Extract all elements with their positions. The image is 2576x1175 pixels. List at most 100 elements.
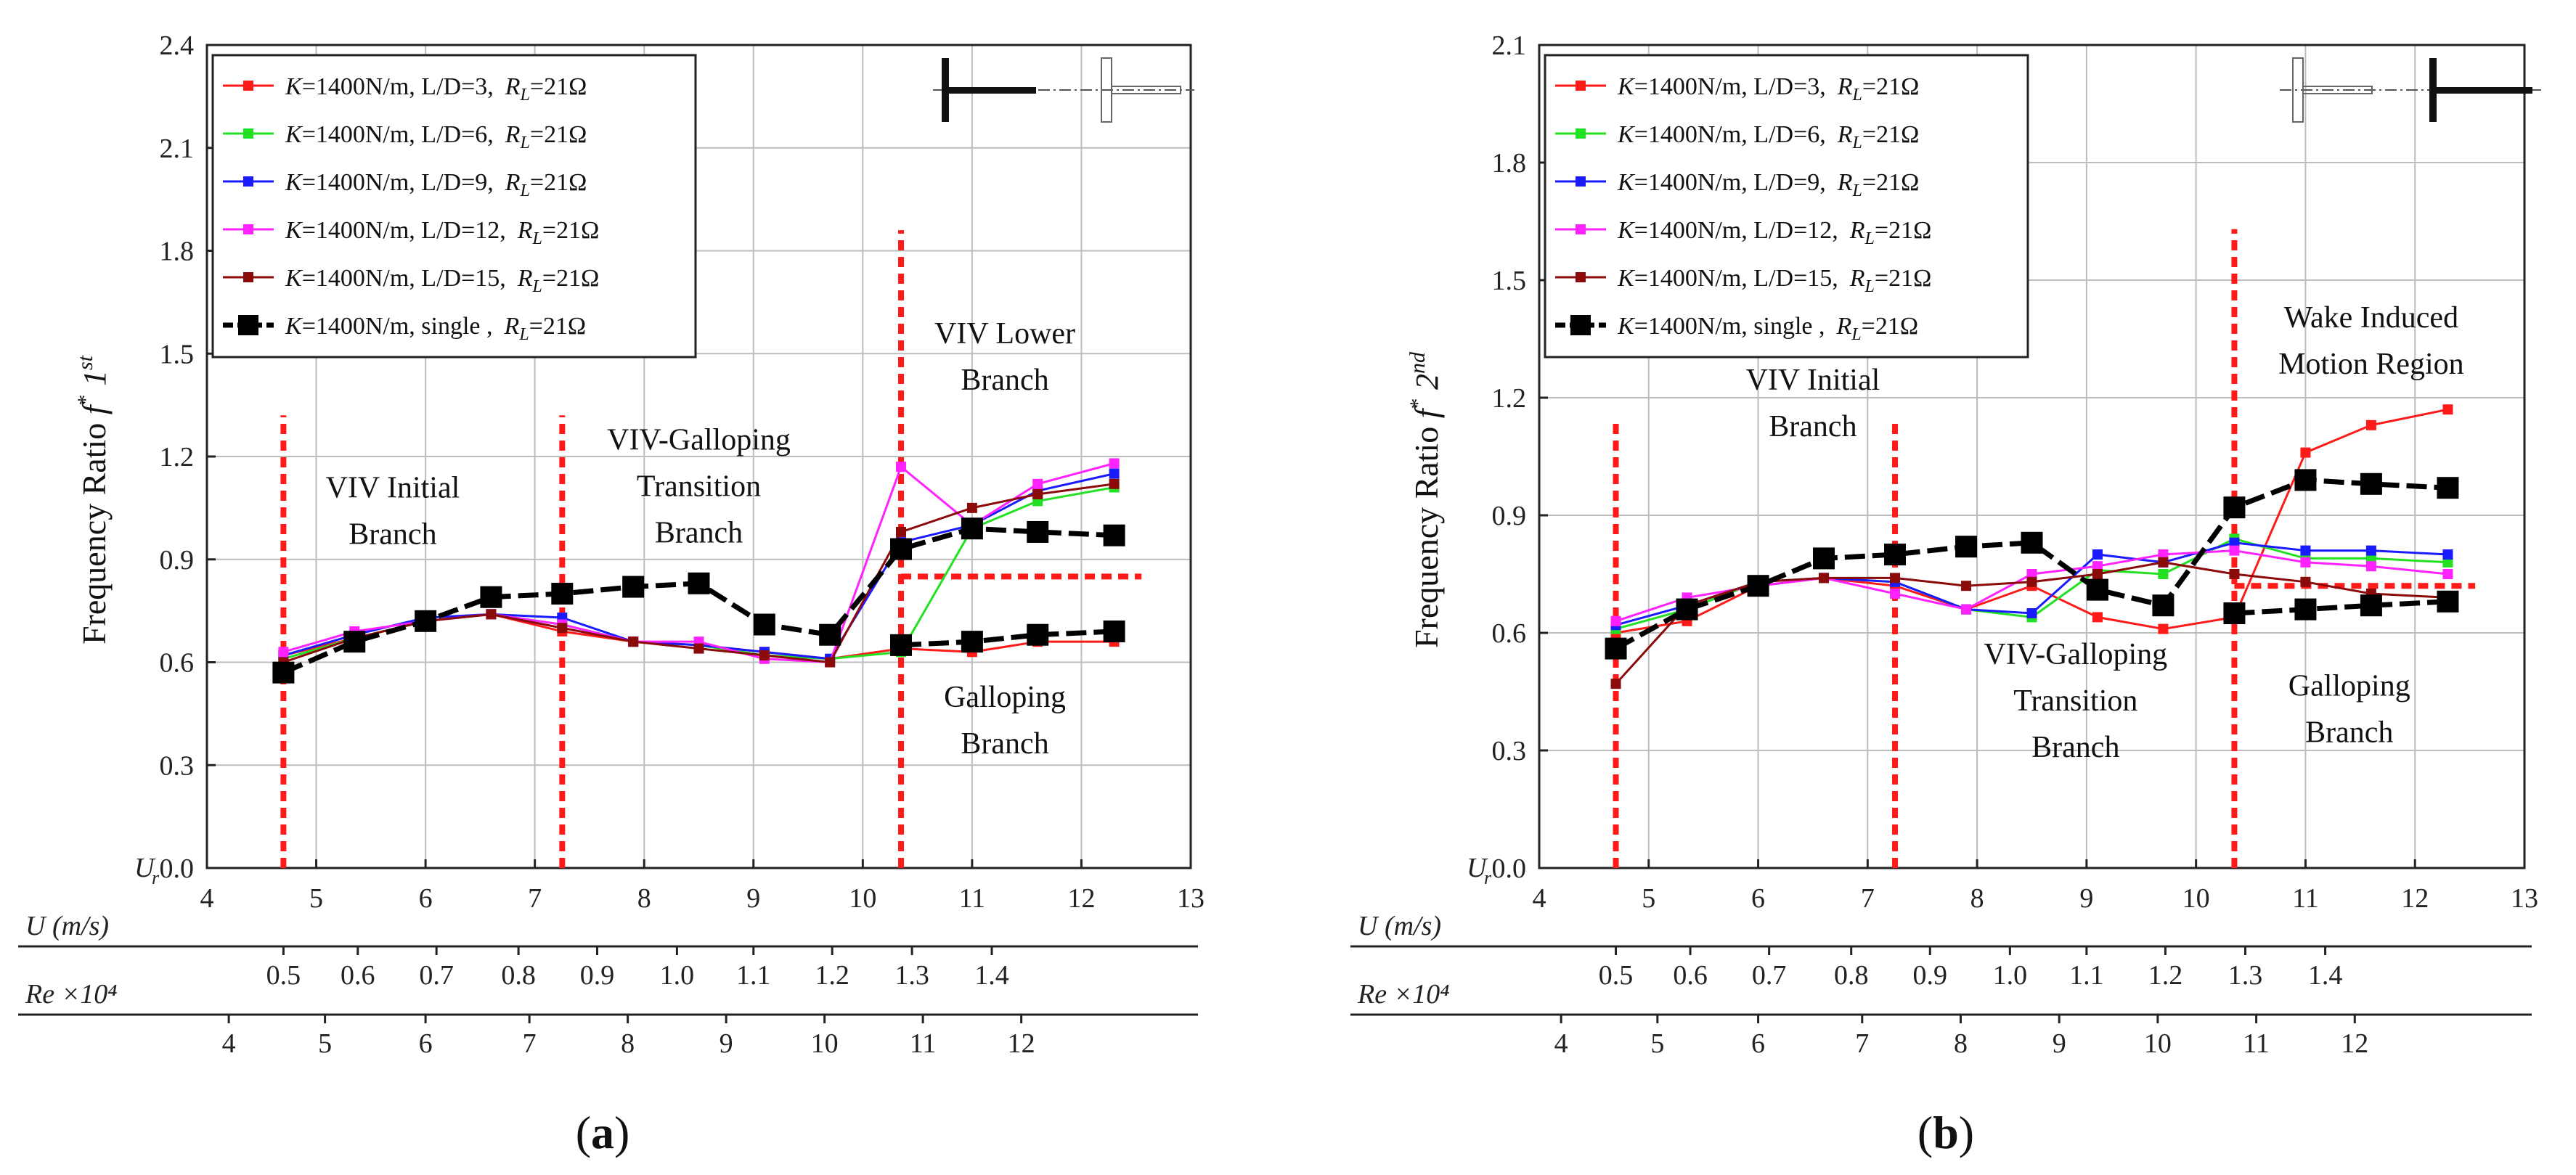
data-point [1955,536,1978,558]
ur-tick-label: 9 [746,883,760,914]
legend-rl-sub: L [1852,181,1862,200]
legend-rl-sub: L [1852,134,1862,152]
legend-params: =1400N/m, L/D=9, [302,169,494,196]
y-axis-title: Frequency Ratio f* 2nd [1406,351,1445,648]
legend-k: K [285,169,303,196]
legend-rl: R [1849,265,1865,292]
legend-rl: R [1837,169,1853,196]
legend-k: K [1617,121,1636,148]
legend-rl: R [517,265,533,292]
legend-swatch-marker [1576,176,1586,187]
data-point [1961,604,1972,615]
data-point [2092,561,2103,572]
data-point [1103,620,1125,642]
legend-rl-value: =21Ω [542,265,599,292]
series-line [1615,408,2448,634]
legend-rl-sub: L [532,229,542,248]
data-point [1103,524,1125,546]
legend-k: K [285,265,303,292]
data-point [961,517,983,540]
data-point [1610,615,1621,626]
data-point [278,647,289,658]
u-tick-label: 0.9 [580,960,615,991]
legend-label: K=1400N/m, L/D=12, RL=21Ω [1617,217,1931,248]
legend-swatch-marker [238,315,258,335]
data-point [2365,553,2376,564]
y-tick-label: 1.2 [160,442,195,472]
y-tick-label: 1.5 [160,339,195,369]
data-point [551,583,574,605]
u-tick-label: 1.1 [736,960,771,991]
data-point [1961,581,1972,591]
data-point [2365,561,2376,572]
u-axis-label: U (m/s) [25,911,109,941]
legend-k: K [285,121,303,148]
configuration-inset-icon [933,57,1194,123]
inset-cylinder-stem [1111,86,1181,94]
legend-swatch-marker [243,81,253,91]
u-tick-label: 1.2 [2148,960,2183,991]
legend-params: =1400N/m, single , [302,313,493,340]
legend-k: K [1617,73,1636,100]
y-tick-label: 2.1 [1492,30,1527,61]
re-tick-label: 8 [621,1028,635,1059]
legend-k: K [285,217,303,244]
data-point [1032,478,1043,489]
figure-caption: (a) [576,1107,630,1158]
region-annotation: VIV Initial [326,472,460,505]
data-point [890,634,913,656]
region-annotation: Branch [349,518,436,552]
legend-params: =1400N/m, L/D=15, [1634,265,1838,292]
legend-params: =1400N/m, L/D=3, [302,73,494,100]
legend-rl-sub: L [1852,86,1862,105]
legend-rl-sub: L [520,134,530,152]
data-point [2086,578,2108,601]
u-tick-label: 0.5 [1599,960,1634,991]
data-point [1109,458,1120,469]
legend-params: =1400N/m, L/D=6, [302,121,494,148]
re-tick-label: 9 [720,1028,733,1059]
u-tick-label: 0.9 [1913,960,1948,991]
re-tick-label: 7 [1855,1028,1869,1059]
ur-axis-label-sub: r [1484,867,1492,888]
legend-params: =1400N/m, L/D=12, [302,217,506,244]
configuration-inset-icon [2280,57,2541,123]
data-point [2158,549,2169,560]
region-annotation: Branch [1769,410,1856,443]
legend-rl: R [505,169,521,196]
data-point [1109,478,1120,489]
region-annotation: Transition [2013,684,2137,718]
legend-rl-sub: L [1851,325,1861,344]
data-point [1027,520,1049,543]
data-point [1676,598,1698,621]
legend-swatch-marker [1570,315,1591,335]
u-tick-label: 1.1 [2069,960,2104,991]
legend-rl-value: =21Ω [1862,121,1919,148]
ur-axis-label-sub: r [152,867,160,888]
legend-swatch-marker [1576,81,1586,91]
legend-label: K=1400N/m, L/D=6, RL=21Ω [285,121,587,152]
legend-swatch-marker [1576,272,1586,282]
legend-swatch-marker [243,176,253,187]
re-tick-label: 10 [2144,1028,2172,1059]
caption-letter: b [1933,1107,1959,1158]
y-axis-title-text: Frequency Ratio [76,414,113,644]
data-point [759,650,770,661]
legend-k: K [285,73,303,100]
legend-params: =1400N/m, L/D=15, [302,265,506,292]
legend-k: K [1617,313,1636,340]
caption-letter: a [591,1107,614,1158]
ur-tick-label: 6 [419,883,433,914]
data-point [2158,557,2169,568]
y-axis-title-text: Frequency Ratio [1408,418,1445,648]
re-tick-label: 11 [910,1028,937,1059]
legend-params: =1400N/m, single , [1634,313,1825,340]
y-axis-mode: 2 [1409,374,1445,390]
caption-open: ( [1917,1107,1933,1158]
u-tick-label: 1.3 [894,960,929,991]
region-annotation: VIV-Galloping [607,424,791,457]
u-tick-label: 0.8 [1834,960,1869,991]
legend-rl-sub: L [1864,277,1875,296]
legend-rl: R [1837,73,1853,100]
